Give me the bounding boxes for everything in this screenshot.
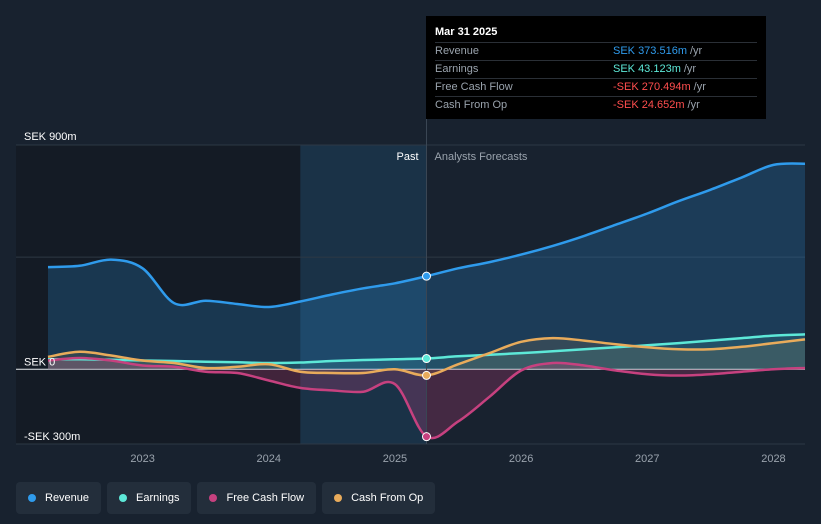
legend-cash-from-op-button[interactable]: Cash From Op [322, 482, 436, 514]
legend-dot-icon [28, 494, 36, 502]
revenue-marker [422, 271, 431, 281]
tooltip-label: Free Cash Flow [435, 81, 513, 93]
x-tick-label: 2027 [635, 453, 659, 465]
legend-free-cash-flow-button[interactable]: Free Cash Flow [197, 482, 317, 514]
tooltip-row-cash-from-op: Cash From Op -SEK 24.652m /yr [435, 96, 757, 114]
tooltip-row-earnings: Earnings SEK 43.123m /yr [435, 60, 757, 78]
legend-dot-icon [119, 494, 128, 502]
x-tick-label: 2028 [761, 453, 785, 465]
x-tick-label: 2026 [509, 453, 533, 465]
x-tick-label: 2024 [257, 453, 281, 465]
tooltip-value: SEK 43.123m [613, 63, 681, 75]
tooltip-date: Mar 31 2025 [435, 26, 498, 38]
earnings-area [48, 334, 805, 370]
y-tick-label: SEK 900m [24, 131, 77, 143]
hover-markers [422, 271, 431, 442]
tooltip-unit: /yr [690, 45, 703, 57]
forecast-label: Analysts Forecasts [435, 151, 528, 163]
past-label: Past [396, 151, 418, 163]
legend-label: Cash From Op [351, 492, 424, 504]
tooltip: Mar 31 2025 Revenue SEK 373.516m /yr Ear… [426, 16, 766, 119]
tooltip-value: SEK 373.516m [613, 45, 687, 57]
tooltip-value: -SEK 24.652m [613, 99, 685, 111]
x-axis-labels: 2023 2024 2025 2026 2027 2028 [130, 453, 785, 465]
revenue-area [48, 163, 805, 370]
legend-revenue-button[interactable]: Revenue [16, 482, 102, 514]
x-tick-label: 2025 [383, 453, 407, 465]
legend-dot-icon [334, 494, 343, 502]
y-tick-label: -SEK 300m [24, 431, 80, 443]
free-cash-flow-marker [422, 432, 431, 442]
tooltip-label: Revenue [435, 45, 480, 57]
y-tick-label: SEK 0 [24, 356, 55, 368]
tooltip-label: Earnings [435, 63, 479, 75]
tooltip-value: -SEK 270.494m [613, 81, 691, 93]
y-axis-labels: SEK 900m SEK 0 -SEK 300m [24, 131, 80, 443]
tooltip-row-free-cash-flow: Free Cash Flow -SEK 270.494m /yr [435, 78, 757, 96]
tooltip-unit: /yr [687, 99, 700, 111]
legend-earnings-button[interactable]: Earnings [107, 482, 192, 514]
cash-from-op-marker [422, 370, 431, 380]
legend-label: Earnings [136, 492, 180, 504]
tooltip-label: Cash From Op [435, 99, 508, 111]
tooltip-unit: /yr [693, 81, 706, 93]
earnings-marker [422, 354, 431, 364]
legend-label: Free Cash Flow [226, 492, 305, 504]
legend-label: Revenue [45, 492, 90, 504]
legend: Revenue Earnings Free Cash Flow Cash Fro… [16, 482, 436, 514]
tooltip-unit: /yr [683, 63, 697, 75]
legend-dot-icon [209, 494, 218, 502]
past-shade [16, 145, 301, 444]
grid [16, 144, 805, 445]
tooltip-row-revenue: Revenue SEK 373.516m /yr [435, 42, 757, 60]
highlight-band [300, 145, 427, 444]
x-tick-label: 2023 [130, 453, 154, 465]
